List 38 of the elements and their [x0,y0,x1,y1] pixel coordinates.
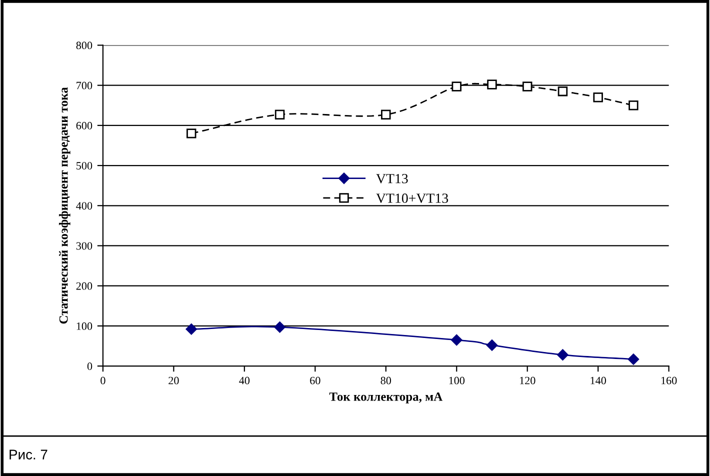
legend-label: VT13 [376,174,408,184]
x-tick-label: 160 [661,376,677,384]
y-tick-label: 200 [76,282,92,290]
y-tick-label: 400 [76,202,92,210]
y-tick-label: 700 [76,82,92,90]
text: Рис. 7 [10,450,48,460]
point [186,128,196,138]
point [593,92,603,102]
x-tick-label: 80 [380,376,392,384]
y-tick-label: 600 [76,122,92,130]
point [274,322,286,333]
y-tick-label: 100 [76,322,92,330]
point [628,100,638,110]
x-tick-label: 140 [590,376,606,384]
point [522,82,532,92]
point [557,349,568,360]
point [486,340,498,351]
point [451,334,462,346]
y-axis-title: Статический коэффициент передачи тока [58,87,70,324]
x-tick-label: 20 [168,376,179,384]
point [186,324,197,335]
point [487,80,497,90]
x-tick-label: 100 [449,376,465,384]
point [558,86,568,96]
y-tick-label: 0 [87,362,92,370]
x-axis-title: Ток коллектора, мА [329,392,443,404]
x-tick-label: 40 [239,376,250,384]
legend-label: VT10+VT13 [376,194,448,203]
x-tick-label: 120 [520,376,536,384]
point [381,110,391,120]
point [452,82,462,92]
point [274,110,285,120]
y-tick-label: 500 [76,162,92,170]
x-tick-label: 0 [100,376,106,384]
x-tick-label: 60 [310,376,320,384]
y-tick-label: 800 [76,42,92,50]
y-tick-label: 300 [76,242,92,250]
point [628,354,640,365]
